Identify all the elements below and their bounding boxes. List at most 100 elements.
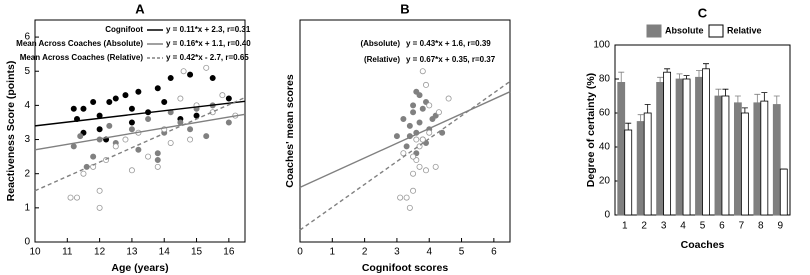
point <box>187 126 194 133</box>
y-tick-label: 3 <box>24 134 30 145</box>
point <box>419 136 426 143</box>
point <box>426 102 433 109</box>
fit-line <box>299 91 511 188</box>
bar <box>624 129 633 216</box>
point <box>145 153 152 160</box>
panel-title: B <box>400 1 409 16</box>
point <box>403 194 410 201</box>
bar <box>617 82 626 216</box>
point <box>96 187 103 194</box>
error-bar <box>734 95 741 103</box>
bar <box>675 78 684 216</box>
error-bar <box>696 70 702 78</box>
x-tick-label: 6 <box>491 247 497 258</box>
error-bar <box>664 68 671 73</box>
point <box>74 194 81 201</box>
point <box>410 102 417 109</box>
legend-label: (Absolute) <box>360 39 400 48</box>
error-bar <box>703 63 709 69</box>
point <box>432 163 439 170</box>
point <box>177 95 184 102</box>
error-bar <box>618 71 625 83</box>
point <box>135 88 142 95</box>
point <box>70 105 77 112</box>
fit-line <box>299 80 511 231</box>
point <box>445 95 452 102</box>
legend-equation: y = 0.11*x + 2.3, r=0.31 <box>166 25 251 34</box>
error-bar <box>754 93 761 103</box>
x-tick-label: 5 <box>700 221 706 232</box>
point <box>410 109 417 116</box>
x-tick-label: 6 <box>719 221 725 232</box>
error-bar <box>715 88 722 96</box>
point <box>400 116 407 123</box>
point <box>154 157 161 164</box>
point <box>106 122 113 129</box>
y-axis-label: Degree of certainty (%) <box>585 73 597 187</box>
point <box>70 143 77 150</box>
x-tick-label: 16 <box>223 247 235 258</box>
point <box>225 119 232 126</box>
bar <box>695 76 703 216</box>
point <box>397 194 404 201</box>
point <box>154 163 161 170</box>
point <box>209 109 216 116</box>
point <box>413 136 420 143</box>
legend-swatch <box>708 24 724 38</box>
error-bar <box>637 114 644 122</box>
y-tick-label: 60 <box>599 108 611 119</box>
point <box>167 75 174 82</box>
point <box>403 143 410 150</box>
y-tick-label: 0 <box>24 237 30 248</box>
x-tick-label: 13 <box>126 247 138 258</box>
point <box>90 98 97 105</box>
point <box>106 98 113 105</box>
point <box>122 92 129 99</box>
legend-label: Absolute <box>665 25 704 35</box>
point <box>413 88 420 95</box>
bar <box>760 100 769 216</box>
point <box>225 95 232 102</box>
bar <box>636 121 645 216</box>
point <box>135 146 142 153</box>
point <box>406 122 413 129</box>
x-axis-label: Coaches <box>681 239 725 251</box>
y-axis-label: Reactiveness Score (points) <box>5 61 17 202</box>
bar <box>702 68 710 216</box>
point <box>426 129 433 136</box>
x-tick-label: 9 <box>777 221 783 232</box>
point <box>193 112 200 119</box>
fit-line <box>34 96 246 192</box>
fit-line <box>34 100 246 127</box>
point <box>122 136 129 143</box>
point <box>154 85 161 92</box>
point <box>161 98 168 105</box>
y-tick-label: 40 <box>599 142 611 153</box>
point <box>203 133 210 140</box>
point <box>128 119 135 126</box>
point <box>96 126 103 133</box>
x-tick-label: 15 <box>191 247 203 258</box>
x-axis-label: Cognifoot scores <box>362 262 448 274</box>
point <box>393 133 400 140</box>
point <box>187 71 194 78</box>
x-tick-label: 0 <box>297 247 303 258</box>
point <box>128 105 135 112</box>
point <box>219 92 226 99</box>
panel-title: C <box>698 5 708 20</box>
bar <box>779 168 788 216</box>
point <box>439 129 446 136</box>
point <box>180 68 187 75</box>
point <box>187 136 194 143</box>
x-tick-label: 3 <box>661 221 667 232</box>
point <box>128 167 135 174</box>
point <box>80 105 87 112</box>
bar <box>772 104 781 216</box>
error-bar <box>773 95 780 105</box>
bar <box>656 82 665 216</box>
point <box>400 150 407 157</box>
bar <box>753 102 762 216</box>
x-tick-label: 14 <box>159 247 171 258</box>
bar <box>663 71 672 216</box>
x-tick-label: 3 <box>394 247 400 258</box>
